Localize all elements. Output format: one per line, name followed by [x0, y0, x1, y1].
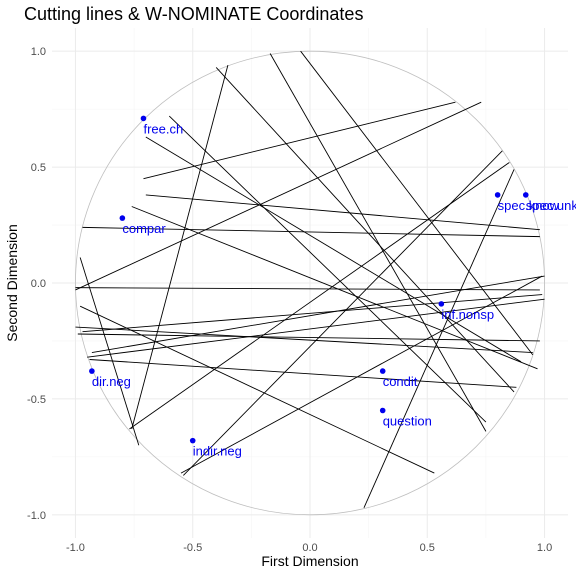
x-tick-labels: -1.0 -0.5 0.0 0.5 1.0: [66, 542, 552, 554]
data-points: [89, 115, 529, 444]
data-point: [189, 437, 196, 444]
cutting-line: [145, 194, 540, 231]
y-tick-label: 1.0: [31, 46, 46, 58]
data-point: [140, 115, 147, 122]
cutting-line: [82, 226, 540, 238]
cutting-line: [180, 275, 543, 474]
point-label: question: [383, 414, 432, 429]
data-point: [379, 407, 386, 414]
chart-title: Cutting lines & W-NOMINATE Coordinates: [24, 4, 363, 24]
cutting-line: [183, 150, 503, 476]
point-label: dir.neg: [92, 374, 131, 389]
x-tick-label: 0.0: [302, 542, 317, 554]
data-point: [522, 192, 529, 198]
x-tick-label: -0.5: [183, 542, 202, 554]
cutting-line: [168, 115, 487, 423]
y-tick-labels: -1.0 -0.5 0.0 0.5 1.0: [27, 46, 46, 522]
data-point: [379, 368, 386, 374]
y-tick-label: 0.0: [31, 278, 46, 290]
x-axis-label: First Dimension: [261, 553, 358, 569]
cutting-line: [129, 162, 510, 430]
point-label: spec.unkn: [526, 198, 576, 213]
cutting-line: [131, 206, 538, 370]
cutting-line: [79, 257, 140, 446]
cutting-line: [215, 67, 515, 393]
point-label: spec.know: [498, 198, 560, 213]
grid: [52, 28, 568, 538]
cutting-line: [300, 50, 534, 356]
cutting-lines: [75, 50, 545, 509]
cutting-line: [87, 298, 545, 358]
cutting-line: [75, 101, 482, 291]
y-tick-label: -0.5: [27, 394, 46, 406]
x-tick-label: 0.5: [420, 542, 435, 554]
cutting-line: [75, 326, 533, 353]
point-label: inf.nonsp: [441, 307, 494, 322]
point-label: free.ch: [143, 121, 183, 136]
cutting-line: [269, 53, 487, 432]
cutting-line: [77, 333, 540, 342]
x-tick-label: 1.0: [537, 542, 552, 554]
cutting-line: [131, 64, 229, 430]
y-tick-label: 0.5: [31, 162, 46, 174]
data-point: [438, 301, 445, 307]
cutting-line: [79, 305, 435, 474]
point-label: condit: [383, 374, 418, 389]
cutting-line: [143, 101, 456, 180]
data-point: [119, 215, 126, 221]
data-point: [494, 192, 501, 198]
point-label: compar: [122, 221, 166, 236]
unit-circle: [75, 50, 545, 516]
y-tick-label: -1.0: [27, 510, 46, 522]
cutting-line: [363, 169, 515, 509]
x-tick-label: -1.0: [66, 542, 85, 554]
cutting-line: [145, 136, 522, 363]
data-point: [89, 368, 95, 374]
point-label: indir.neg: [193, 444, 242, 459]
cutting-line: [91, 275, 545, 353]
unit-circle-outline: [75, 50, 545, 516]
y-axis-label: Second Dimension: [4, 224, 20, 342]
